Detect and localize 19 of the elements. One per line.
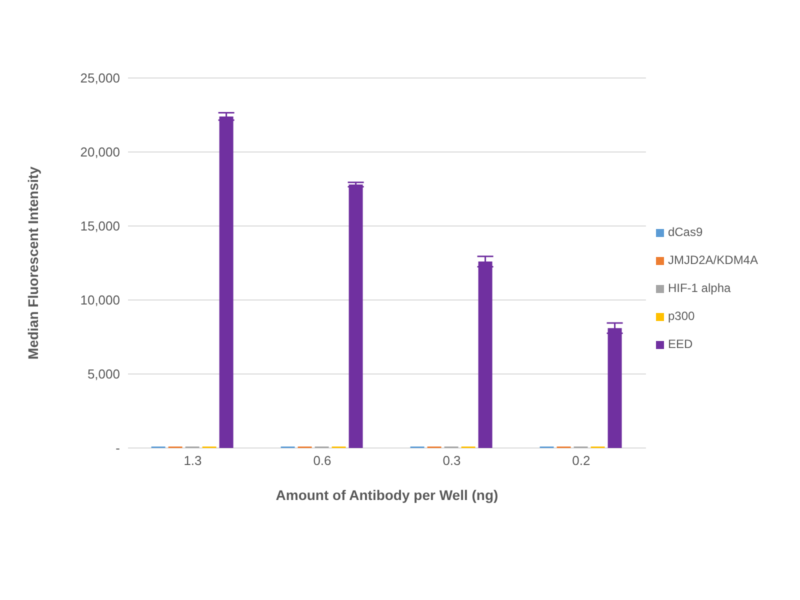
y-axis-title: Median Fluorescent Intensity bbox=[24, 166, 41, 360]
y-tick-label: 10,000 bbox=[80, 292, 120, 308]
x-tick-label: 0.2 bbox=[572, 453, 590, 468]
legend-label: JMJD2A/KDM4A bbox=[668, 253, 758, 267]
legend-label: p300 bbox=[668, 309, 695, 323]
y-tick-label: 15,000 bbox=[80, 218, 120, 234]
y-tick-label: 20,000 bbox=[80, 144, 120, 160]
y-tick-label: 5,000 bbox=[87, 366, 120, 382]
y-tick-label: - bbox=[116, 440, 120, 456]
x-tick-label: 1.3 bbox=[184, 453, 202, 468]
x-tick-label: 0.6 bbox=[313, 453, 332, 468]
x-tick-label: 0.3 bbox=[442, 453, 461, 468]
legend-label: EED bbox=[668, 337, 693, 351]
bar bbox=[348, 184, 363, 448]
legend-label: dCas9 bbox=[668, 225, 703, 239]
legend-label: HIF-1 alpha bbox=[668, 281, 731, 295]
x-axis-title: Amount of Antibody per Well (ng) bbox=[276, 487, 498, 503]
y-tick-label: 25,000 bbox=[80, 70, 120, 86]
bar bbox=[219, 116, 234, 448]
